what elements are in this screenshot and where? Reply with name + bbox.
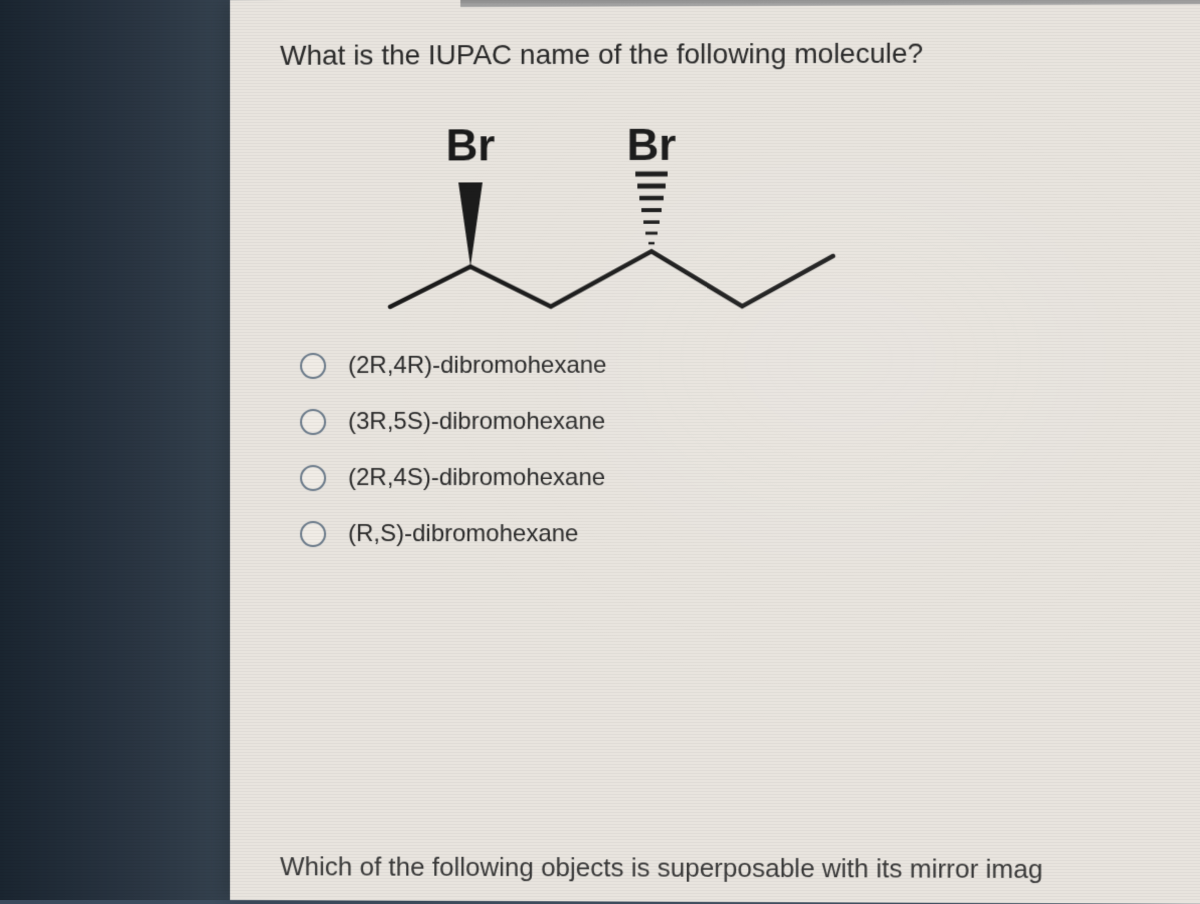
wedge-hash [635,174,667,243]
option-label: (2R,4R)-dibromohexane [348,352,607,380]
molecule-diagram: Br Br [360,114,1157,327]
option-label: (3R,5S)-dibromohexane [348,408,605,436]
radio-icon[interactable] [300,409,326,435]
radio-icon[interactable] [300,521,326,547]
options-group: (2R,4R)-dibromohexane (3R,5S)-dibromohex… [300,351,1157,549]
substituent-label-br2: Br [627,121,676,170]
option-label: (2R,4S)-dibromohexane [348,464,605,492]
option-d[interactable]: (R,S)-dibromohexane [300,520,1157,549]
radio-icon[interactable] [300,353,326,379]
screen-bezel-left [0,0,230,900]
option-c[interactable]: (2R,4S)-dibromohexane [300,464,1157,492]
window-top-edge [460,0,1200,7]
wedge-bold [458,182,482,266]
molecule-svg: Br Br [360,115,873,327]
option-a[interactable]: (2R,4R)-dibromohexane [300,351,1157,380]
next-question-partial-text: Which of the following objects is superp… [280,851,1200,886]
question-text: What is the IUPAC name of the following … [280,37,1157,72]
substituent-label-br1: Br [446,121,495,170]
option-label: (R,S)-dibromohexane [348,520,578,548]
radio-icon[interactable] [300,465,326,491]
option-b[interactable]: (3R,5S)-dibromohexane [300,408,1157,436]
carbon-backbone [390,251,833,307]
quiz-panel: What is the IUPAC name of the following … [230,0,1200,904]
